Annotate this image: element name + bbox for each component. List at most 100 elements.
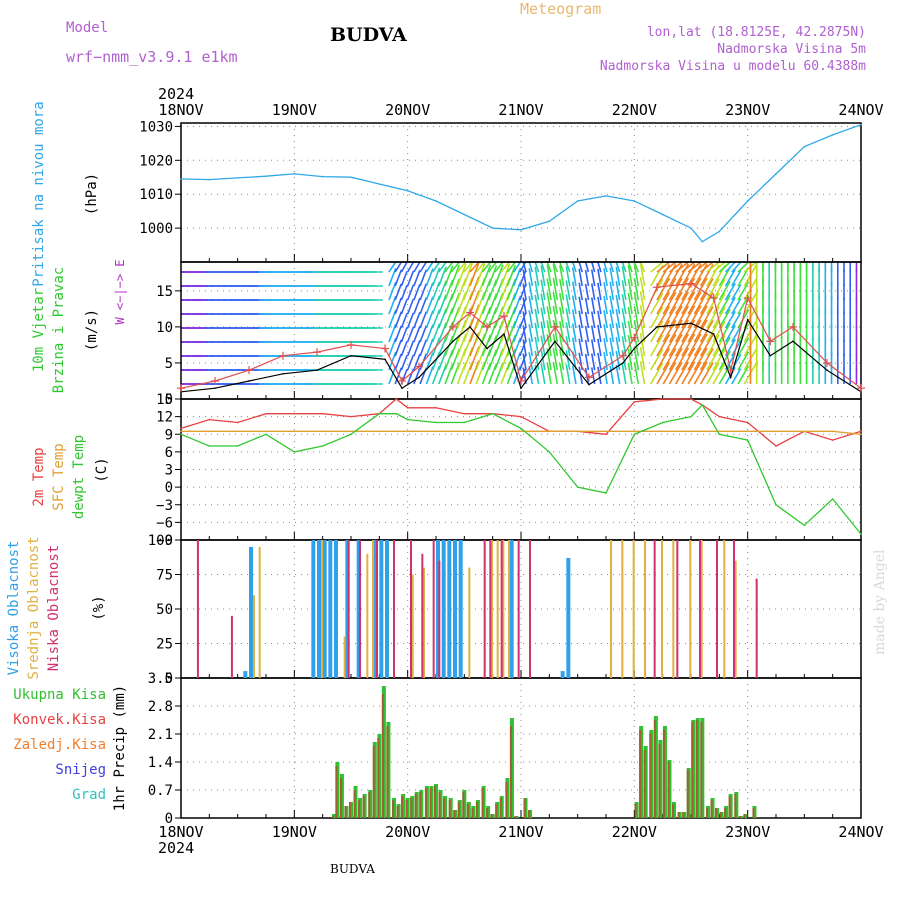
wind-arrow-423 xyxy=(475,261,486,273)
wind-arrow-429 xyxy=(475,333,486,357)
temp-dewpoint-line-point-10 xyxy=(435,421,437,424)
precip-conv-bar-45 xyxy=(649,734,652,818)
wind-arrow-319 xyxy=(400,312,408,329)
precip-conv-bar-5 xyxy=(353,790,356,818)
wind-arrow-783 xyxy=(724,261,736,273)
wind-arrow-298 xyxy=(388,267,397,287)
wind-arrow-410 xyxy=(463,319,474,343)
wind-arrow-442 xyxy=(487,265,498,287)
wind-arrow-788 xyxy=(724,324,736,343)
pressure-line-point-3 xyxy=(265,175,267,178)
wind-arrow-327 xyxy=(406,298,415,315)
temp-sfc-line-point-21 xyxy=(718,430,721,433)
wind-arrow-615 xyxy=(603,296,608,315)
temp-sfc-line-point-14 xyxy=(548,430,551,433)
temp-sfc-line-point-10 xyxy=(435,430,437,433)
wind-arrow-728 xyxy=(681,361,696,385)
wind-arrow-552 xyxy=(559,293,565,315)
wind-arrow-660 xyxy=(633,291,640,315)
wind-arrow-353 xyxy=(425,282,434,301)
wind-arrow-569 xyxy=(571,281,577,301)
model-label: Model xyxy=(66,20,109,36)
cloud-bar-0-19 xyxy=(566,557,571,678)
wind-arrow-416 xyxy=(469,276,480,301)
wind-arrow-697 xyxy=(662,305,677,329)
temp-sfc-line-point-9 xyxy=(406,430,409,433)
wind-arrow-395 xyxy=(450,362,461,385)
wind-arrow-597 xyxy=(590,297,596,315)
wind-arrow-808 xyxy=(737,351,750,371)
precip-conv-bar-40 xyxy=(523,798,526,818)
temp-2m-line-point-8 xyxy=(395,398,398,400)
wind-arrow-603 xyxy=(597,261,602,273)
wind-arrow-501 xyxy=(522,339,527,357)
wind-arrow-465 xyxy=(500,333,511,357)
wind-arrow-454 xyxy=(494,306,504,329)
precip-conv-bar-20 xyxy=(424,788,427,818)
wind-arrow-510 xyxy=(528,338,534,357)
wind-arrow-393 xyxy=(450,334,461,357)
ytick-label-2-1: −6 xyxy=(156,515,173,531)
wind-arrow-740 xyxy=(693,277,708,301)
precip-conv-bar-50 xyxy=(672,804,674,818)
wind-arrow-459 xyxy=(500,261,511,273)
wind-unit: (m/s) xyxy=(84,309,100,351)
credit-watermark: made by Angel xyxy=(872,549,888,656)
wind-arrow-594 xyxy=(590,261,596,273)
wind-arrow-515 xyxy=(534,280,540,301)
precip-conv-bar-46 xyxy=(653,720,656,818)
wind-arrow-504 xyxy=(528,261,534,273)
wind-arrow-557 xyxy=(559,363,565,385)
wind-speed-line-point-6 xyxy=(384,358,386,361)
wind-arrow-634 xyxy=(615,308,621,329)
pressure-line-point-9 xyxy=(435,200,437,202)
precip-conv-bar-62 xyxy=(728,796,731,818)
cloud-bar-0-9 xyxy=(373,540,378,678)
wind-arrow-415 xyxy=(469,262,480,287)
wind-arrow-679 xyxy=(650,306,664,329)
cloud-bar-2-15 xyxy=(653,540,656,678)
precip-conv-bar-6 xyxy=(358,800,361,818)
wind-arrow-456 xyxy=(494,334,504,357)
wind-arrow-652 xyxy=(627,306,633,329)
wind-arrow-699 xyxy=(662,333,677,357)
cloud-bar-1-22 xyxy=(734,560,737,678)
wind-arrow-417 xyxy=(469,290,480,315)
wind-arrow-457 xyxy=(494,348,504,371)
wind-arrow-702 xyxy=(668,261,683,273)
precip-conv-bar-14 xyxy=(396,806,399,818)
precip-conv-bar-51 xyxy=(677,812,680,818)
wind-arrow-637 xyxy=(615,350,621,371)
wind-arrow-522 xyxy=(540,261,546,273)
station-altitude: Nadmorska Visina 5m xyxy=(717,42,866,57)
temp-2m-line-point-6 xyxy=(350,415,352,418)
wind-arrow-531 xyxy=(546,261,552,273)
wind-arrow-427 xyxy=(475,305,486,329)
wind-arrow-606 xyxy=(597,296,602,315)
precip-conv-bar-0 xyxy=(332,816,334,818)
wind-arrow-411 xyxy=(463,333,474,357)
wind-arrow-530 xyxy=(540,363,546,385)
pressure-line-point-23 xyxy=(803,145,806,148)
wind-speed-line-point-10 xyxy=(469,326,471,328)
temp-2m-line-point-3 xyxy=(265,412,267,415)
wind-arrow-700 xyxy=(662,347,677,371)
time-label-top-6: 24NOV xyxy=(838,101,883,119)
wind-arrow-733 xyxy=(687,305,702,329)
wind-arrow-607 xyxy=(597,310,602,329)
pressure-axis-label: Pritisak na nivou mora xyxy=(31,101,47,286)
wind-arrow-742 xyxy=(693,305,708,329)
cloud-bar-1-2 xyxy=(321,540,323,678)
wind-arrow-678 xyxy=(650,292,664,315)
wind-arrow-550 xyxy=(559,265,565,287)
wind-arrow-754 xyxy=(699,348,714,371)
pressure-line-point-5 xyxy=(321,175,324,178)
wind-arrow-497 xyxy=(522,283,527,301)
wind-arrow-317 xyxy=(400,284,408,301)
pressure-line-point-24 xyxy=(831,134,834,136)
temp-2m-line-point-5 xyxy=(321,412,324,415)
time-label-bottom-4: 22NOV xyxy=(612,823,657,841)
ytick-label-3-1: 25 xyxy=(156,637,173,653)
wind-arrow-463 xyxy=(500,305,511,329)
wind-arrow-641 xyxy=(621,280,627,301)
